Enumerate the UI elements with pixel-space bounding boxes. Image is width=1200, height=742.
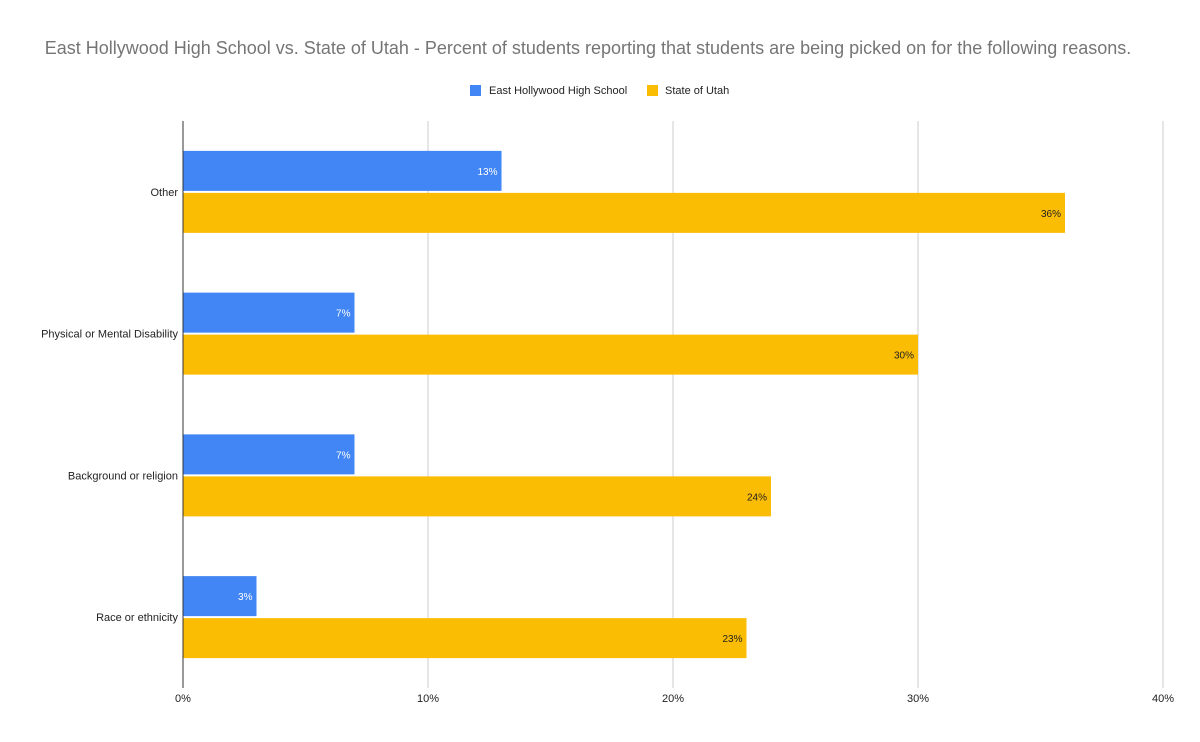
bar-state-of-utah — [183, 192, 1065, 233]
bar-east-hollywood — [183, 292, 355, 333]
data-label: 7% — [336, 309, 351, 320]
data-label: 13% — [477, 167, 497, 178]
x-tick-label: 40% — [1152, 693, 1174, 705]
bar-state-of-utah — [183, 334, 918, 375]
category-label: Race or ethnicity — [96, 612, 178, 624]
data-label: 36% — [1041, 209, 1061, 220]
legend-label-state-of-utah: State of Utah — [665, 85, 729, 97]
legend-swatch-east-hollywood — [470, 85, 481, 96]
x-tick-label: 30% — [907, 693, 929, 705]
legend-swatch-state-of-utah — [647, 85, 658, 96]
tick-labels: 0% 10% 20% 30% 40% — [175, 693, 1174, 705]
category-label: Other — [150, 187, 178, 199]
bar-state-of-utah — [183, 618, 747, 659]
bar-state-of-utah — [183, 476, 771, 517]
x-tick-label: 20% — [662, 693, 684, 705]
bar-east-hollywood — [183, 576, 257, 617]
legend: East Hollywood High School State of Utah — [470, 85, 729, 97]
data-label: 7% — [336, 450, 351, 461]
bar-east-hollywood — [183, 150, 502, 191]
legend-label-east-hollywood: East Hollywood High School — [489, 85, 627, 97]
category-label: Physical or Mental Disability — [41, 329, 178, 341]
chart-title: East Hollywood High School vs. State of … — [45, 38, 1132, 58]
bars — [183, 150, 1065, 659]
x-tick-label: 10% — [417, 693, 439, 705]
category-labels: Other Physical or Mental Disability Backgr… — [41, 187, 178, 624]
data-label: 24% — [747, 492, 767, 503]
data-label: 3% — [238, 592, 253, 603]
data-label: 30% — [894, 351, 914, 362]
data-labels: 13% 36% 7% 30% 7% 24% 3% 23% — [238, 167, 1061, 645]
category-label: Background or religion — [68, 470, 178, 482]
data-label: 23% — [722, 634, 742, 645]
x-tick-label: 0% — [175, 693, 191, 705]
bar-east-hollywood — [183, 434, 355, 475]
